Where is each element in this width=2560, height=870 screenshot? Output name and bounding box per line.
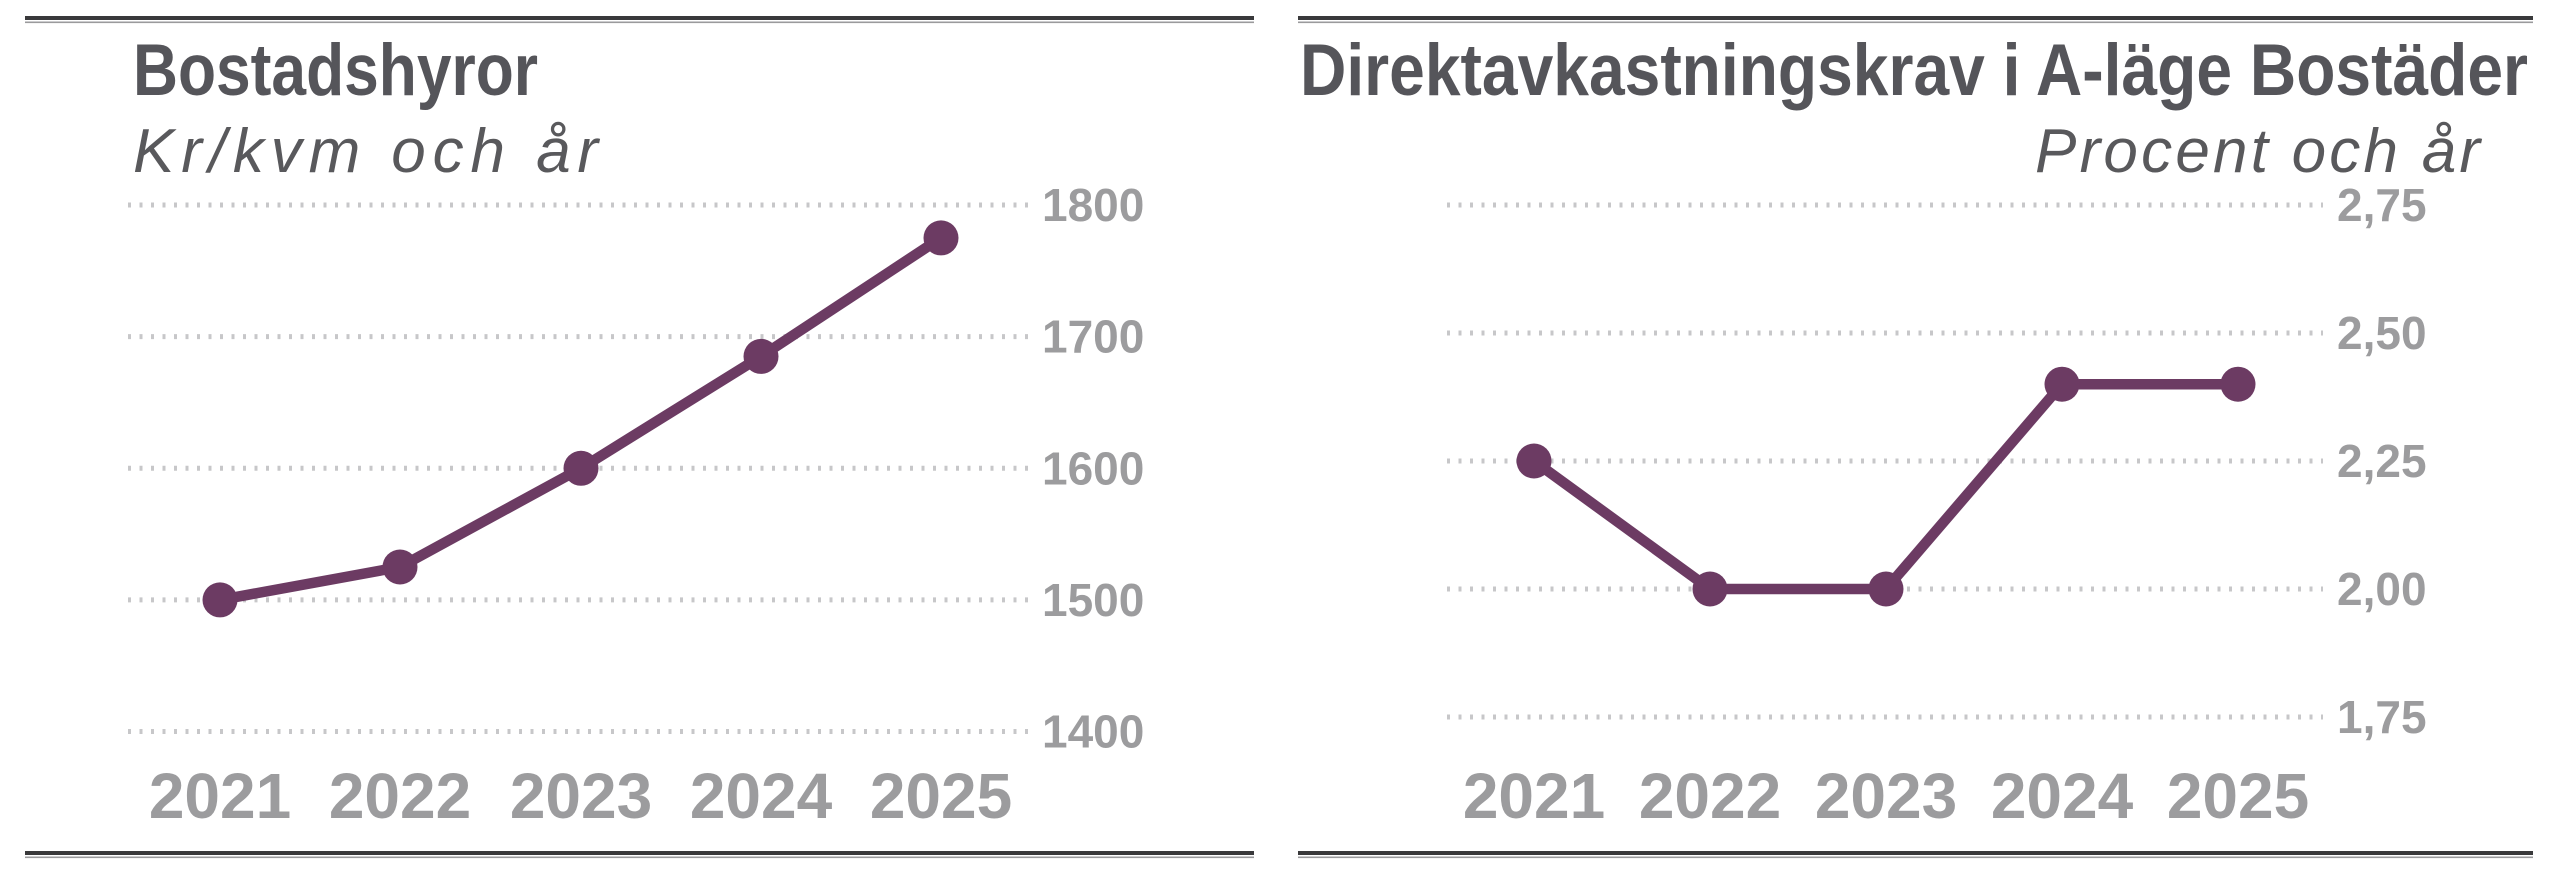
right-chart-subtitle: Procent och år <box>2035 117 2482 186</box>
data-point-marker <box>1516 443 1552 479</box>
x-axis-year-label: 2023 <box>1815 760 1957 832</box>
y-axis-tick-label: 1500 <box>1042 574 1144 626</box>
data-line <box>214 232 947 606</box>
x-axis-year-label: 2024 <box>690 760 833 832</box>
x-axis-year-label: 2024 <box>1991 760 2134 832</box>
left-panel-bottom-rule-echo <box>25 856 1254 859</box>
data-point-marker <box>743 338 779 374</box>
x-axis-year-label: 2021 <box>149 760 291 832</box>
data-line <box>1528 378 2244 595</box>
panel-rules <box>25 16 2533 859</box>
right-panel-bottom-rule-echo <box>1298 856 2533 859</box>
data-point-marker <box>1692 571 1728 607</box>
y-axis-tick-label: 1700 <box>1042 311 1144 363</box>
x-axis-year-label: 2022 <box>1639 760 1781 832</box>
data-point-marker <box>2044 366 2080 402</box>
left-chart-title: Bostadshyror <box>133 30 538 111</box>
y-axis-tick-label: 2,25 <box>2337 435 2427 487</box>
x-axis-year-label: 2025 <box>2167 760 2309 832</box>
y-axis-tick-label: 2,00 <box>2337 563 2427 615</box>
right-panel-top-rule <box>1298 16 2533 20</box>
data-point-marker <box>202 582 238 618</box>
left-chart-plot-area: 1800 1700 1600 1500 1400 2021 2022 2023 2024 2025 <box>128 179 1144 832</box>
data-point-marker <box>382 549 418 585</box>
left-panel-top-rule-echo <box>25 21 1254 24</box>
x-axis-year-label: 2025 <box>870 760 1012 832</box>
data-point-marker <box>923 220 959 256</box>
left-panel-bottom-rule <box>25 851 1254 855</box>
x-axis-year-label: 2022 <box>329 760 471 832</box>
y-axis-tick-label: 2,50 <box>2337 307 2427 359</box>
x-axis-year-label: 2021 <box>1463 760 1605 832</box>
x-axis-year-label: 2023 <box>510 760 652 832</box>
y-axis-tick-label: 1600 <box>1042 442 1144 494</box>
right-panel-bottom-rule <box>1298 851 2533 855</box>
left-chart-subtitle: Kr/kvm och år <box>133 117 600 186</box>
y-axis-tick-label: 1400 <box>1042 706 1144 758</box>
data-point-marker <box>563 450 599 486</box>
y-axis-tick-label: 2,75 <box>2337 179 2427 231</box>
right-chart-title: Direktavkastningskrav i A-läge Bostäder <box>1300 30 2528 111</box>
data-point-marker <box>1868 571 1904 607</box>
right-panel-top-rule-echo <box>1298 21 2533 24</box>
y-axis-tick-label: 1,75 <box>2337 691 2427 743</box>
left-panel-top-rule <box>25 16 1254 20</box>
right-chart-plot-area: 2,75 2,50 2,25 2,00 1,75 2021 2022 2023 2024 2025 <box>1447 179 2427 832</box>
y-axis-tick-label: 1800 <box>1042 179 1144 231</box>
data-point-marker <box>2220 366 2256 402</box>
